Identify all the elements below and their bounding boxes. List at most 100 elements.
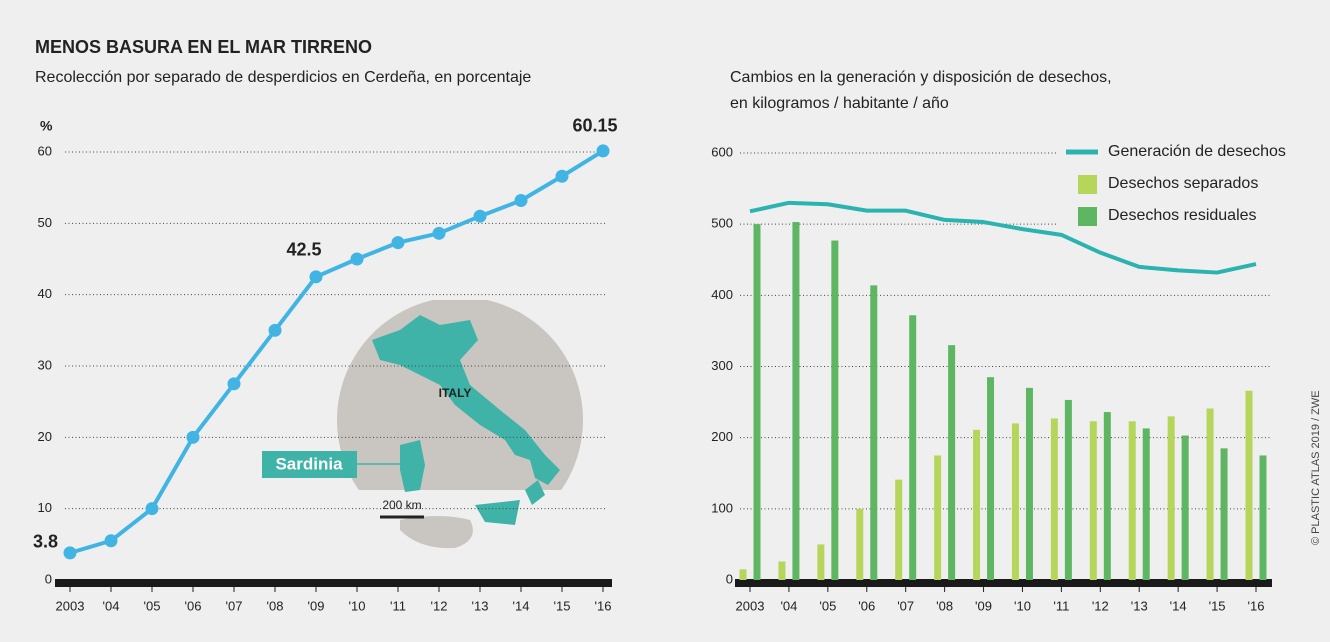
x-tick-label: '09	[308, 598, 325, 613]
point	[391, 236, 405, 250]
corsica	[405, 406, 415, 430]
y-tick-label: 100	[711, 500, 733, 515]
map: Sardinia ITALY 200 km	[262, 300, 583, 549]
bar	[1025, 387, 1033, 580]
x-tick-label: '12	[1092, 598, 1109, 613]
italy	[372, 315, 560, 485]
x-tick-label: '16	[595, 598, 612, 613]
point	[186, 430, 200, 444]
point	[350, 252, 364, 266]
country-label: ITALY	[439, 386, 472, 400]
scale-label: 200 km	[382, 498, 421, 512]
x-tick-label: '16	[1248, 598, 1265, 613]
bar	[895, 479, 903, 580]
y-tick-label: 500	[711, 216, 733, 231]
point	[145, 502, 159, 516]
x-tick-label: '14	[1170, 598, 1187, 613]
bar	[934, 455, 942, 580]
island-label: Sardinia	[275, 454, 343, 473]
x-tick-label: '13	[472, 598, 489, 613]
chart-subtitle: Cambios en la generación y disposición d…	[730, 69, 1112, 86]
data-label: 42.5	[286, 240, 321, 260]
bar	[1206, 408, 1214, 580]
legend-swatch	[1078, 207, 1097, 226]
x-tick-label: '06	[185, 598, 202, 613]
x-tick-label: '12	[431, 598, 448, 613]
bar	[753, 224, 761, 580]
x-tick-label: '15	[1209, 598, 1226, 613]
x-tick-label: 2003	[56, 598, 85, 613]
point	[63, 546, 77, 560]
bar	[1142, 428, 1150, 580]
point	[104, 534, 118, 548]
y-axis-label: %	[40, 118, 53, 134]
sicily	[475, 500, 520, 525]
y-tick-label: 0	[726, 571, 733, 586]
x-tick-label: '07	[226, 598, 243, 613]
x-tick-label: '10	[1014, 598, 1031, 613]
point	[432, 226, 446, 240]
x-tick-label: '14	[513, 598, 530, 613]
line	[749, 200, 1257, 275]
point	[309, 270, 323, 284]
y-tick-label: 600	[711, 144, 733, 159]
x-tick-label: '04	[103, 598, 120, 613]
chart-subtitle: Recolección por separado de desperdicios…	[35, 69, 531, 86]
y-tick-label: 400	[711, 287, 733, 302]
x-tick-label: '11	[390, 598, 406, 613]
y-tick-label: 40	[38, 286, 52, 301]
x-tick-label: 2003	[736, 598, 765, 613]
y-tick-label: 300	[711, 358, 733, 373]
credit: © PLASTIC ATLAS 2019 / ZWE	[1310, 390, 1322, 545]
x-tick-label: '06	[858, 598, 875, 613]
bar	[1064, 399, 1072, 580]
x-tick-label: '05	[144, 598, 161, 613]
y-tick-label: 0	[45, 571, 52, 586]
point	[596, 144, 610, 158]
y-tick-label: 200	[711, 429, 733, 444]
x-tick-label: '05	[819, 598, 836, 613]
bar	[1220, 448, 1228, 580]
point	[227, 377, 241, 391]
bar	[1050, 418, 1058, 580]
point	[473, 209, 487, 223]
bar	[1167, 416, 1175, 580]
x-tick-label: '08	[936, 598, 953, 613]
bar	[987, 377, 995, 580]
data-label: 3.8	[33, 532, 58, 552]
point	[555, 169, 569, 183]
x-tick-label: '15	[554, 598, 571, 613]
bar	[909, 315, 917, 580]
bar	[1011, 423, 1019, 580]
point	[514, 194, 528, 208]
x-tick-label: '04	[780, 598, 797, 613]
point	[268, 323, 282, 337]
y-tick-label: 30	[38, 357, 52, 372]
y-tick-label: 60	[38, 143, 52, 158]
bar	[870, 285, 878, 580]
bar	[831, 240, 839, 580]
chart-subtitle: en kilogramos / habitante / año	[730, 95, 949, 112]
bar	[739, 569, 747, 580]
data-label: 60.15	[572, 116, 617, 136]
bar	[948, 345, 956, 580]
x-tick-label: '09	[975, 598, 992, 613]
x-tick-label: '07	[897, 598, 914, 613]
y-tick-label: 20	[38, 429, 52, 444]
x-tick-label: '08	[267, 598, 284, 613]
bar	[856, 508, 864, 580]
bar	[1181, 435, 1189, 580]
bar	[817, 544, 825, 580]
bar	[778, 561, 786, 580]
x-axis	[735, 579, 1272, 587]
legend-label: Generación de desechos	[1108, 143, 1286, 160]
x-tick-label: '10	[349, 598, 366, 613]
bar	[1128, 421, 1136, 580]
italy	[525, 480, 545, 505]
x-tick-label: '13	[1131, 598, 1148, 613]
line	[69, 149, 605, 555]
y-tick-label: 10	[38, 500, 52, 515]
bar	[1103, 412, 1111, 580]
legend-swatch	[1078, 175, 1097, 194]
